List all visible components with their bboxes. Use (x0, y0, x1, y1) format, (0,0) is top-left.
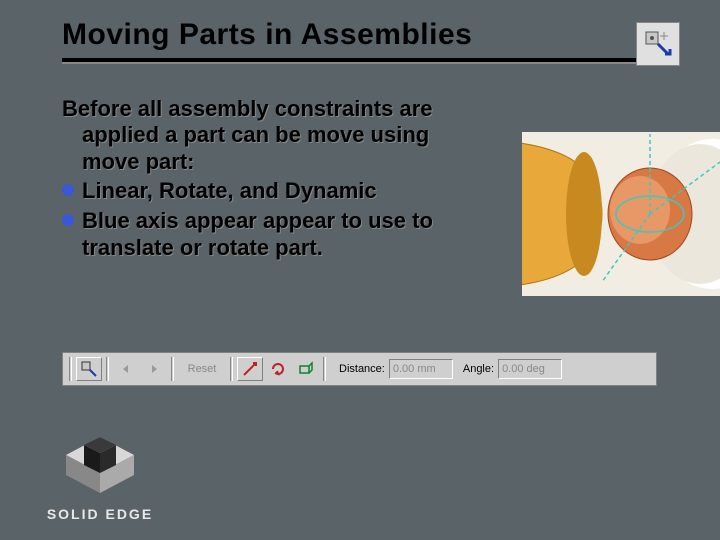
move-part-icon (636, 22, 680, 66)
forward-button[interactable] (141, 357, 167, 381)
move-part-toolbar: Reset Distance: 0.00 mm Angle: 0.00 deg (62, 352, 657, 386)
distance-field[interactable]: 0.00 mm (389, 359, 453, 379)
linear-move-button[interactable] (237, 357, 263, 381)
rotate-move-button[interactable] (265, 357, 291, 381)
solidedge-logo: SOLID EDGE (40, 433, 160, 522)
intro-text: Before all assembly constraints are appl… (62, 96, 492, 175)
toolbar-separator (323, 357, 326, 381)
toolbar-separator (230, 357, 233, 381)
assembly-render (522, 132, 720, 296)
intro-line3: move part: (62, 149, 492, 175)
title-area: Moving Parts in Assemblies (62, 18, 680, 64)
distance-label: Distance: (339, 363, 385, 375)
bullet-item: Linear, Rotate, and Dynamic (62, 177, 492, 205)
bullet-icon (62, 214, 74, 226)
dynamic-move-button[interactable] (293, 357, 319, 381)
bullet-item: Blue axis appear appear to use to transl… (62, 207, 492, 262)
move-part-tool-button[interactable] (76, 357, 102, 381)
title-underline (62, 58, 680, 64)
intro-line2: applied a part can be move using (62, 122, 492, 148)
bullet-text-0: Linear, Rotate, and Dynamic (82, 177, 492, 205)
reset-button[interactable]: Reset (178, 357, 226, 381)
back-button[interactable] (113, 357, 139, 381)
toolbar-separator (69, 357, 72, 381)
intro-line1: Before all assembly constraints are (62, 96, 433, 121)
body-text: Before all assembly constraints are appl… (62, 96, 492, 262)
toolbar-separator (171, 357, 174, 381)
bullet-icon (62, 184, 74, 196)
angle-field[interactable]: 0.00 deg (498, 359, 562, 379)
logo-text: SOLID EDGE (40, 506, 160, 522)
bullet-text-1: Blue axis appear appear to use to transl… (82, 207, 492, 262)
toolbar-separator (106, 357, 109, 381)
angle-label: Angle: (463, 363, 494, 375)
page-title: Moving Parts in Assemblies (62, 18, 680, 52)
